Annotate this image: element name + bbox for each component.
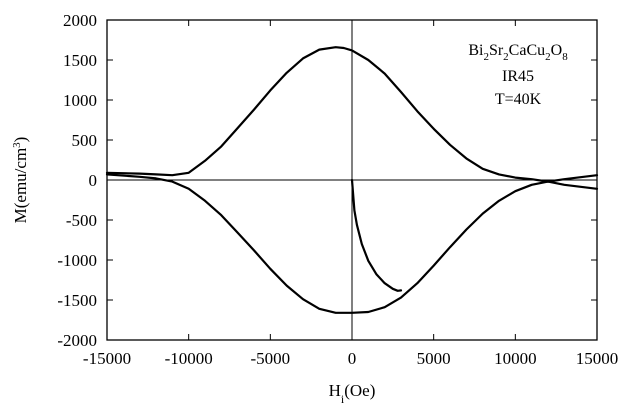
zero-lines: [107, 20, 597, 340]
formula-part: Sr: [489, 42, 504, 59]
y-tick-label: -1500: [57, 291, 97, 310]
series-line-upper-branch: [105, 46, 599, 190]
temperature-label: T=40K: [495, 91, 542, 108]
y-tick-label: -1000: [57, 251, 97, 270]
y-tick-label: -2000: [57, 331, 97, 350]
y-tick-label: 1500: [63, 51, 97, 70]
y-tick-labels: -2000 -1500 -1000 -500 0 500 1000 1500 2000: [57, 11, 97, 350]
y-axis-label-tail: ): [11, 137, 30, 143]
y-axis-label-sup: 3: [11, 142, 23, 148]
y-tick-label: 2000: [63, 11, 97, 30]
y-axis-label-main: M(emu/cm: [11, 148, 30, 224]
sample-annotation: Bi2Sr2CaCu2O8 IR45 T=40K: [468, 42, 568, 108]
x-axis-label: Hi(Oe): [329, 381, 376, 406]
x-axis-label-sub: i: [341, 392, 345, 406]
y-tick-label: -500: [66, 211, 97, 230]
sample-id: IR45: [502, 68, 534, 85]
formula-subscript: 2: [483, 51, 489, 63]
formula-part: CaCu: [509, 42, 545, 59]
tick-marks: [106, 19, 598, 341]
x-tick-label: 5000: [417, 349, 451, 368]
formula-subscript: 8: [562, 51, 568, 63]
formula-part: Bi: [468, 42, 484, 59]
x-tick-label: 15000: [576, 349, 619, 368]
series-line-virgin-curve: [350, 178, 403, 292]
formula-subscript: 2: [545, 51, 551, 63]
y-axis-label: M(emu/cm3): [11, 137, 30, 224]
x-tick-label: -10000: [165, 349, 213, 368]
x-tick-labels: -15000 -10000 -5000 0 5000 10000 15000: [83, 349, 618, 368]
x-tick-label: 10000: [494, 349, 537, 368]
x-tick-label: -5000: [250, 349, 290, 368]
formula-part: O: [551, 42, 563, 59]
y-tick-label: 0: [89, 171, 98, 190]
x-axis-label-tail: (Oe): [344, 381, 375, 400]
y-tick-label: 1000: [63, 91, 97, 110]
formula-subscript: 2: [503, 51, 509, 63]
compound-formula: Bi2Sr2CaCu2O8: [468, 42, 568, 63]
x-tick-label: 0: [348, 349, 357, 368]
x-tick-label: -15000: [83, 349, 131, 368]
x-axis-label-main: H: [329, 381, 341, 400]
y-tick-label: 500: [72, 131, 98, 150]
